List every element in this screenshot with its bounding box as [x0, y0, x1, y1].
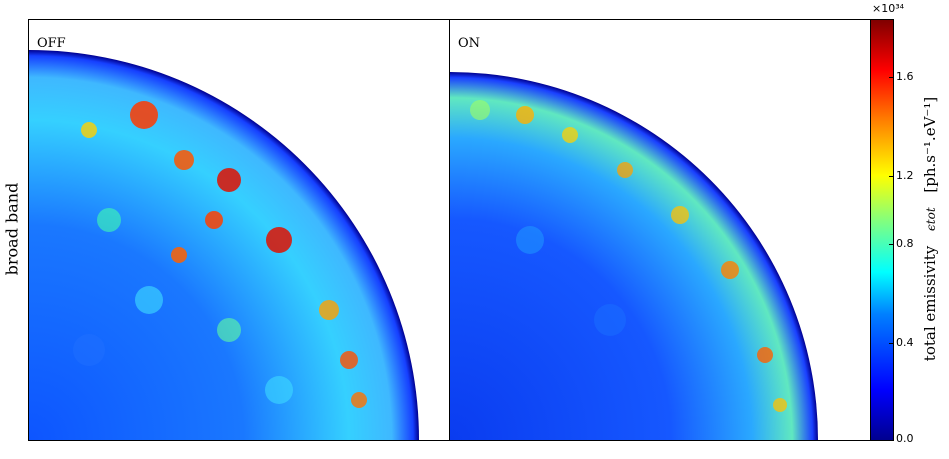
emissivity-map-on — [450, 72, 818, 440]
colorbar-tick: 0.4 — [896, 336, 914, 349]
colorbar-label: total emissivity ϵtot [ph.s⁻¹.eV⁻¹] — [921, 97, 939, 361]
colorbar-tick: 1.6 — [896, 70, 914, 83]
colorbar-tickmark — [889, 343, 893, 344]
panel-label-off: OFF — [37, 36, 66, 51]
colorbar-tickmark — [889, 244, 893, 245]
colorbar-label-symbol: ϵtot — [924, 207, 938, 231]
colorbar-label-name: total emissivity — [921, 245, 939, 362]
panel-on: ON — [449, 19, 871, 441]
hotspots-off — [73, 101, 367, 408]
colorbar-label-unit: [ph.s⁻¹.eV⁻¹] — [921, 96, 939, 193]
colorbar-tickmark — [889, 77, 893, 78]
row-label-container: broad band — [0, 0, 24, 459]
hotspots-on — [470, 100, 787, 412]
colorbar-exponent: ×10³⁴ — [872, 2, 905, 15]
colorbar-tick: 0.0 — [896, 432, 914, 445]
emissivity-map-off — [29, 50, 419, 440]
colorbar — [870, 19, 894, 441]
colorbar-tick: 1.2 — [896, 169, 914, 182]
panel-label-on: ON — [458, 36, 481, 51]
row-label: broad band — [2, 182, 22, 276]
panel-off: OFF — [28, 19, 450, 441]
colorbar-tick: 0.8 — [896, 237, 914, 250]
colorbar-tickmark — [889, 176, 893, 177]
